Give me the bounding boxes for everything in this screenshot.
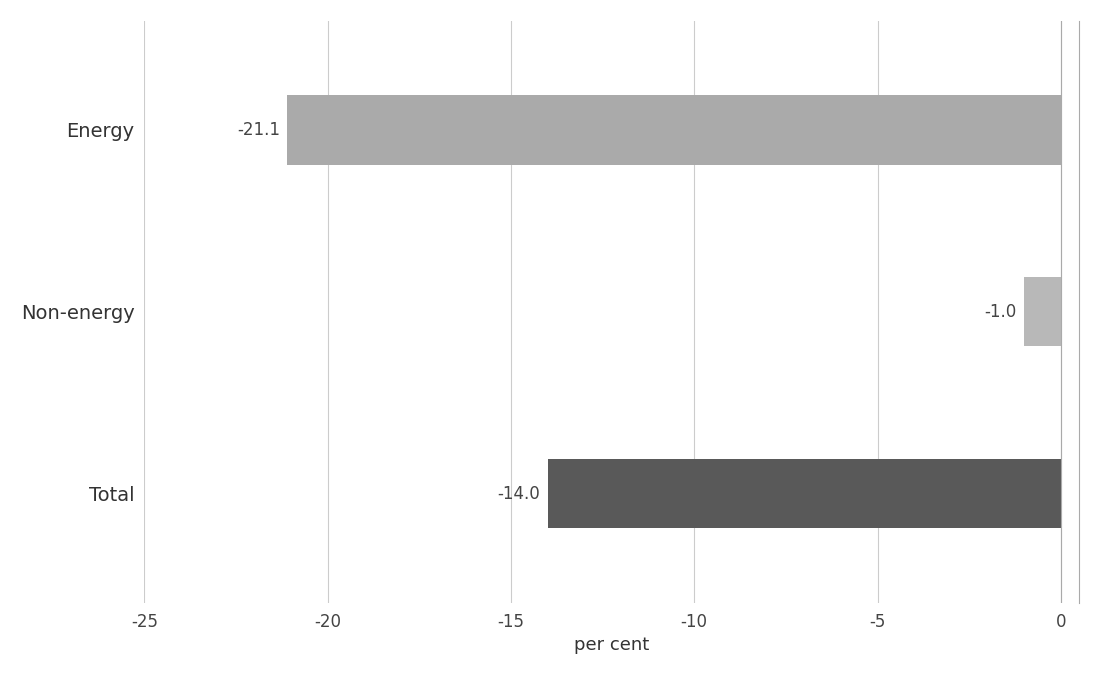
Bar xyxy=(1024,277,1060,346)
Text: -21.1: -21.1 xyxy=(236,121,280,139)
Text: -1.0: -1.0 xyxy=(984,303,1016,321)
Bar xyxy=(548,459,1060,529)
Text: -14.0: -14.0 xyxy=(497,485,540,503)
Bar xyxy=(287,95,1060,165)
X-axis label: per cent: per cent xyxy=(574,636,649,654)
